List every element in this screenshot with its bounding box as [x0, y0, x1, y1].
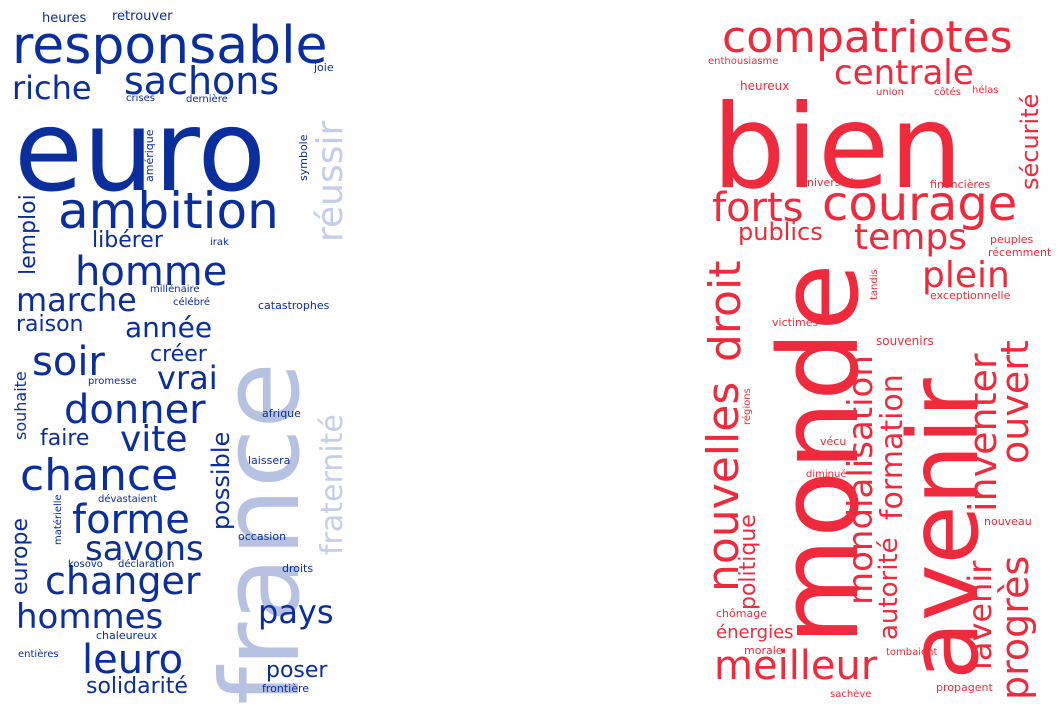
word: forme: [72, 497, 190, 543]
word: régions: [742, 388, 753, 425]
word: symbole: [297, 134, 310, 182]
word: heureux: [740, 79, 790, 93]
word: retrouver: [112, 9, 173, 24]
word: diminué: [806, 469, 847, 480]
word: politique: [736, 514, 761, 610]
word: euro: [14, 87, 266, 217]
word: nouveau: [984, 515, 1032, 528]
word: amérique: [143, 129, 156, 182]
word: bien: [712, 80, 963, 215]
word: inventer: [961, 353, 1005, 513]
word: responsable: [12, 16, 328, 76]
word: propagent: [936, 681, 993, 694]
word: soir: [32, 339, 105, 385]
word: europe: [8, 518, 33, 595]
word: peuples: [990, 233, 1034, 246]
word: universelle: [800, 176, 861, 189]
word: catastrophes: [258, 299, 330, 312]
word: heures: [42, 11, 87, 26]
word: financières: [930, 178, 991, 191]
word: savons: [85, 529, 204, 569]
word: chance: [20, 450, 179, 501]
word-cloud-right: bien monde avenir compatriotes centrale …: [700, 0, 1060, 713]
word: crises: [126, 93, 155, 104]
word: droit: [700, 260, 751, 362]
word: compatriotes: [722, 12, 1013, 63]
word: laissera: [248, 454, 291, 467]
word: lavenir: [961, 560, 999, 670]
word: kosovo: [68, 559, 103, 570]
word: afrique: [262, 407, 301, 420]
word: chaleureux: [96, 629, 158, 642]
word: faire: [40, 426, 90, 451]
word: progrès: [993, 555, 1037, 700]
word: possible: [207, 431, 235, 530]
word: pays: [258, 593, 334, 631]
word: tombaient: [886, 647, 938, 658]
word: raison: [16, 312, 84, 337]
word: millénaire: [150, 284, 200, 295]
word: sécurité: [1016, 93, 1044, 190]
word: célébré: [173, 297, 210, 308]
word: joie: [314, 61, 334, 74]
word: enthousiasme: [708, 56, 779, 67]
word: victimes: [772, 316, 819, 329]
word: poser: [266, 658, 328, 683]
word: leuro: [82, 637, 184, 683]
word: année: [125, 311, 213, 344]
word: matérielle: [53, 494, 64, 545]
word: changer: [45, 559, 201, 603]
word: union: [876, 87, 904, 98]
word: entières: [18, 649, 59, 660]
word: droits: [282, 562, 314, 575]
word: courage: [822, 176, 1018, 232]
word: formation: [875, 374, 910, 520]
word: fraternité: [315, 414, 350, 555]
word: homme: [75, 249, 228, 295]
word-cloud-left: euro france responsable sachons ambition…: [0, 0, 360, 713]
word: autorité: [874, 537, 904, 640]
word: publics: [738, 218, 823, 246]
word: vécu: [820, 435, 847, 448]
word: forts: [712, 185, 804, 231]
word: sachons: [124, 59, 280, 103]
word: plein: [922, 255, 1010, 296]
word: marche: [16, 281, 137, 319]
word: vrai: [157, 359, 218, 397]
word: ambition: [58, 182, 279, 240]
word: donner: [64, 387, 206, 433]
word: libérer: [92, 228, 163, 253]
word: occasion: [238, 530, 287, 543]
word: vite: [120, 419, 188, 460]
word: riche: [12, 69, 92, 107]
word: énergies: [716, 622, 794, 643]
word: dernière: [186, 94, 228, 105]
word: créer: [150, 342, 207, 367]
word: exceptionnelle: [930, 289, 1011, 302]
word: côtés: [934, 87, 961, 98]
word: promesse: [88, 376, 137, 387]
word: irak: [210, 237, 229, 248]
word: temps: [854, 217, 967, 258]
word: centrale: [834, 53, 974, 93]
word: solidarité: [86, 674, 188, 699]
word: hommes: [16, 597, 164, 637]
word: meilleur: [714, 643, 878, 689]
word: morale: [744, 644, 783, 657]
word: tandis: [869, 269, 880, 300]
word: souvenirs: [876, 334, 934, 348]
word: frontière: [262, 682, 310, 695]
word: hélas: [972, 85, 999, 96]
word: sachève: [830, 689, 872, 700]
word: souhaite: [11, 371, 30, 440]
word: déclaration: [118, 559, 175, 570]
word: récemment: [988, 246, 1052, 259]
word: lemploi: [16, 194, 41, 275]
word: chômage: [716, 607, 767, 620]
word: réussir: [310, 120, 351, 242]
word: mondialisation: [841, 355, 881, 605]
word: dévastaient: [98, 494, 157, 505]
